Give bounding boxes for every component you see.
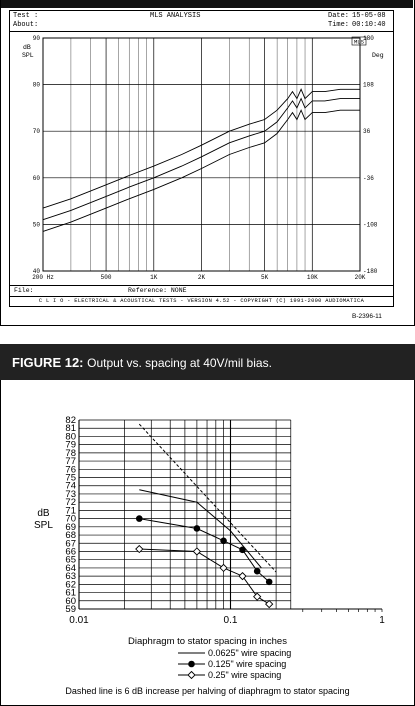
point-filled-circle [265,578,273,586]
figure-11-code: B-2396-11 [352,313,382,320]
series-line-4 [138,423,277,573]
time-label: Time: [328,21,350,29]
file-label: File: [14,287,34,294]
left-axis-unit-spl: SPL [22,52,34,59]
clio-frequency-plot: 40 50 60 70 80 90 -180 -108 -36 36 108 180 200 Hz 500… [22,35,384,281]
y2-tick-label: 36 [363,128,371,135]
y-tick-label: 50 [33,221,41,228]
y-tick-label: 62 [65,579,76,590]
y-tick-label: 67 [65,538,76,549]
point-open-diamond [253,592,262,601]
figure-12-title: FIGURE 12: [12,355,84,370]
y2-tick-label: 180 [363,35,374,42]
y2-tick-label: 108 [363,82,374,89]
figure-12-xlabel: Diaphragm to stator spacing in inches [128,636,287,647]
x-tick-label: 1K [150,274,158,281]
clio-header: Test : About: MLS ANALYSIS Date: 15-05-0… [10,11,393,32]
y-tick-label: 59 [65,604,76,615]
header-center-text: MLS ANALYSIS [150,12,201,20]
point-open-diamond [192,547,202,556]
point-filled-circle [135,515,143,522]
x-tick-label: 20K [355,274,366,281]
legend-label-3: 0.25" wire spacing [208,670,281,680]
legend-label-2: 0.125" wire spacing [208,659,286,669]
about-label: About: [13,21,39,29]
x-tick-label: 10K [307,274,318,281]
legend-marker-filled-circle [188,660,195,668]
corner-tag: MLS [354,39,365,46]
y-tick-label: 79 [65,440,76,451]
x-tick-label: 500 [101,274,112,281]
y-tick-label: 61 [65,588,76,599]
legend-label-1: 0.0625" wire spacing [208,648,291,658]
response-curve-1 [42,88,360,209]
x-tick-label: 2K [198,274,206,281]
y2-tick-label: -108 [363,221,378,228]
y-tick-label: 60 [33,175,41,182]
series-line-1 [139,489,262,569]
point-open-diamond [219,563,228,573]
y-tick-label: 40 [33,268,41,275]
y-tick-label: 69 [65,522,76,533]
series-line-3 [139,548,270,605]
y-tick-label: 60 [65,596,76,607]
point-open-diamond [135,544,144,554]
point-filled-circle [253,567,261,575]
legend-marker-open-diamond [187,670,196,680]
y-tick-label: 64 [65,563,76,574]
y-tick-label: 73 [65,489,76,500]
y-tick-label: 81 [65,423,76,434]
reference-text: Reference: NONE [128,287,187,294]
y-tick-label: 90 [33,35,41,42]
y-tick-label: 80 [65,431,76,442]
y-tick-label: 72 [65,497,76,508]
y-tick-label: 80 [33,82,41,89]
point-filled-circle [193,525,201,532]
x-tick-label: 5K [261,274,269,281]
y-tick-label: 71 [65,505,76,516]
test-label: Test : [13,12,39,20]
right-axis-unit: Deg [372,52,384,59]
point-open-diamond [265,599,274,609]
figure-12-plot: 5960616263646566676869707172737475767778… [65,415,385,680]
time-value: 00:10:40 [352,21,386,29]
y-tick-label: 76 [65,464,76,475]
y-tick-label: 70 [65,514,76,525]
figure-12-subtitle: Output vs. spacing at 40V/mil bias. [87,356,272,370]
corner-tag-box [351,36,367,46]
x-tick-label: 1 [379,615,385,626]
y-tick-label: 65 [65,555,76,566]
top-dark-strip [0,0,413,8]
figure-12-title-bar: FIGURE 12: Output vs. spacing at 40V/mil… [0,344,415,380]
point-open-diamond [238,571,247,581]
y-tick-label: 68 [65,530,76,541]
y2-tick-label: -36 [363,175,374,182]
figure-12-dashed-note: Dashed line is 6 dB increase per halving… [65,686,350,696]
left-axis-unit-db: dB [23,44,31,51]
response-curve-2 [42,97,360,221]
y-tick-label: 63 [65,571,76,582]
point-filled-circle [220,537,227,545]
y-tick-label: 78 [65,448,76,459]
x-tick-label: 0.01 [69,615,89,626]
date-label: Date: [328,12,350,20]
response-curve-3 [42,109,360,232]
y-tick-label: 70 [33,128,41,135]
clio-window: Test : About: MLS ANALYSIS Date: 15-05-0… [9,10,394,307]
y-tick-label: 66 [65,546,76,557]
y2-tick-label: -180 [363,268,378,275]
y-tick-label: 75 [65,473,76,484]
x-tick-label: 200 Hz [32,274,54,281]
y-tick-label: 74 [65,481,76,492]
figure-12-ylabel: dB SPL [34,508,53,531]
point-filled-circle [239,546,246,554]
clio-credits: C L I O - ELECTRICAL & ACOUSTICAL TESTS … [38,298,365,304]
y-tick-label: 77 [65,456,76,467]
clio-file-bar: File: Reference: NONE [10,285,393,297]
date-value: 15-05-08 [352,12,386,20]
y-tick-label: 82 [65,415,76,426]
x-tick-label: 0.1 [224,615,238,626]
